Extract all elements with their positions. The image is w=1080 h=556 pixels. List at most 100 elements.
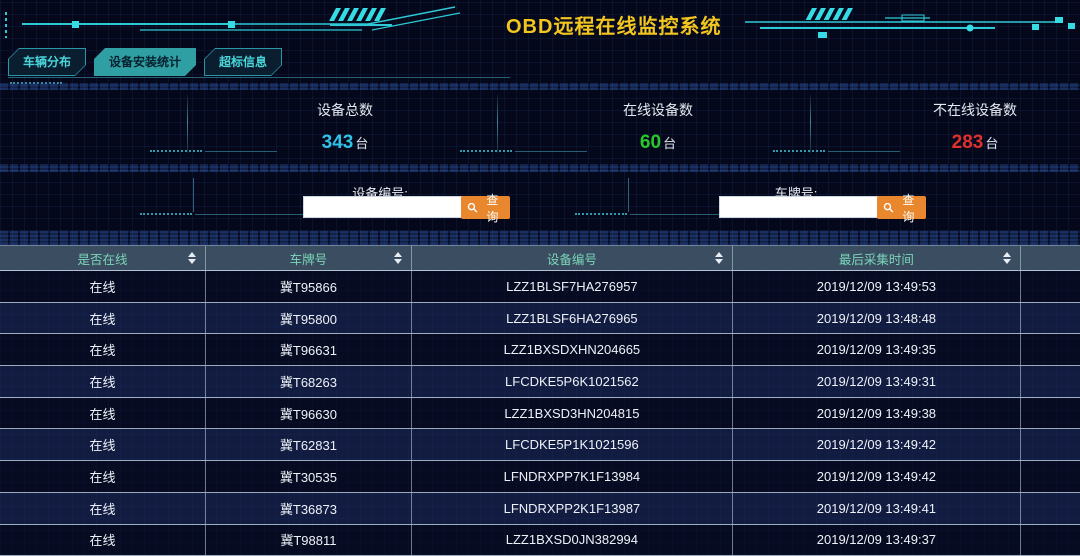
tab-vehicle-distribution[interactable]: 车辆分布 [8, 48, 86, 76]
table-cell [1021, 334, 1080, 365]
table-cell: 2019/12/09 13:49:31 [733, 366, 1021, 397]
grid-band [0, 83, 1080, 90]
table-cell [1021, 429, 1080, 460]
tab-device-install-stats[interactable]: 设备安装统计 [94, 48, 196, 76]
table-cell: 冀T98811 [206, 525, 412, 556]
table-cell: 冀T96631 [206, 334, 412, 365]
table-cell: 冀T96630 [206, 398, 412, 429]
sort-icon[interactable] [1003, 252, 1011, 264]
search-dot-line [140, 213, 192, 215]
tab-label: 设备安装统计 [109, 55, 181, 69]
sort-icon[interactable] [715, 252, 723, 264]
table-cell: 在线 [0, 366, 206, 397]
table-cell: 冀T30535 [206, 461, 412, 492]
tab-underline [8, 77, 510, 78]
table-header-cell[interactable]: 是否在线 [0, 246, 206, 270]
header-label: 车牌号 [290, 249, 328, 268]
table-cell: 冀T36873 [206, 493, 412, 524]
table-cell: LFNDRXPP7K1F13984 [412, 461, 733, 492]
tab-label: 车辆分布 [23, 55, 71, 69]
header-label: 设备编号 [547, 249, 597, 268]
stat-dot-line [773, 150, 825, 152]
stat-label: 不在线设备数 [875, 100, 1075, 120]
table-header-cell[interactable]: 车牌号 [206, 246, 412, 270]
stat-number: 343 [322, 132, 354, 153]
plate-no-search-button[interactable]: 查询 [877, 196, 926, 219]
table-cell: 冀T95800 [206, 303, 412, 334]
table-cell: 在线 [0, 303, 206, 334]
stat-dot-line [150, 150, 202, 152]
header-label: 是否在线 [77, 249, 127, 268]
table-header-cell[interactable]: 设备编号 [412, 246, 733, 270]
table-cell: 在线 [0, 525, 206, 556]
table-cell: 2019/12/09 13:49:42 [733, 461, 1021, 492]
table-cell: 在线 [0, 398, 206, 429]
sort-icon[interactable] [394, 252, 402, 264]
table-cell: LZZ1BLSF6HA276965 [412, 303, 733, 334]
table-cell: 2019/12/09 13:49:42 [733, 429, 1021, 460]
table-cell: LFCDKE5P6K1021562 [412, 366, 733, 397]
search-dot-line [575, 213, 627, 215]
table-cell [1021, 366, 1080, 397]
sort-icon[interactable] [188, 252, 196, 264]
stat-unit: 台 [985, 136, 998, 151]
table-cell [1021, 461, 1080, 492]
page-title: OBD远程在线监控系统 [506, 10, 716, 39]
table-cell: LZZ1BXSDXHN204665 [412, 334, 733, 365]
search-divider [628, 178, 629, 212]
stat-number: 60 [640, 132, 661, 153]
table-cell: 2019/12/09 13:49:37 [733, 525, 1021, 556]
plate-no-input[interactable] [719, 196, 881, 218]
header-label: 最后采集时间 [839, 249, 914, 268]
table-cell: 在线 [0, 334, 206, 365]
table-cell: 2019/12/09 13:48:48 [733, 303, 1021, 334]
stat-label: 在线设备数 [558, 100, 758, 120]
search-button-label: 查询 [481, 191, 504, 225]
table-cell [1021, 271, 1080, 302]
stat-divider [497, 95, 498, 153]
table-cell: 2019/12/09 13:49:41 [733, 493, 1021, 524]
table-cell: LZZ1BXSD3HN204815 [412, 398, 733, 429]
table-cell: LFNDRXPP2K1F13987 [412, 493, 733, 524]
table-cell: 2019/12/09 13:49:53 [733, 271, 1021, 302]
tab-bar: 车辆分布 设备安装统计 超标信息 [8, 48, 282, 76]
table-cell [1021, 525, 1080, 556]
table-cell: 冀T62831 [206, 429, 412, 460]
search-divider [193, 178, 194, 212]
table-cell: 在线 [0, 493, 206, 524]
table-header-cell-empty [1021, 246, 1080, 270]
device-no-input[interactable] [303, 196, 465, 218]
stat-divider [810, 95, 811, 153]
stat-unit: 台 [355, 136, 368, 151]
tab-label: 超标信息 [219, 55, 267, 69]
table-cell: 冀T95866 [206, 271, 412, 302]
table-cell: 在线 [0, 429, 206, 460]
tab-exceed-info[interactable]: 超标信息 [204, 48, 282, 76]
stat-label: 设备总数 [245, 100, 445, 120]
table-cell: LFCDKE5P1K1021596 [412, 429, 733, 460]
stat-dot-line [460, 150, 512, 152]
table-cell: 2019/12/09 13:49:35 [733, 334, 1021, 365]
table-cell: 在线 [0, 271, 206, 302]
table-cell: LZZ1BXSD0JN382994 [412, 525, 733, 556]
table-cell: 在线 [0, 461, 206, 492]
table-header-cell[interactable]: 最后采集时间 [733, 246, 1021, 270]
table-cell [1021, 398, 1080, 429]
device-no-search-button[interactable]: 查询 [461, 196, 510, 219]
table-cell: 2019/12/09 13:49:38 [733, 398, 1021, 429]
search-icon [883, 202, 894, 213]
